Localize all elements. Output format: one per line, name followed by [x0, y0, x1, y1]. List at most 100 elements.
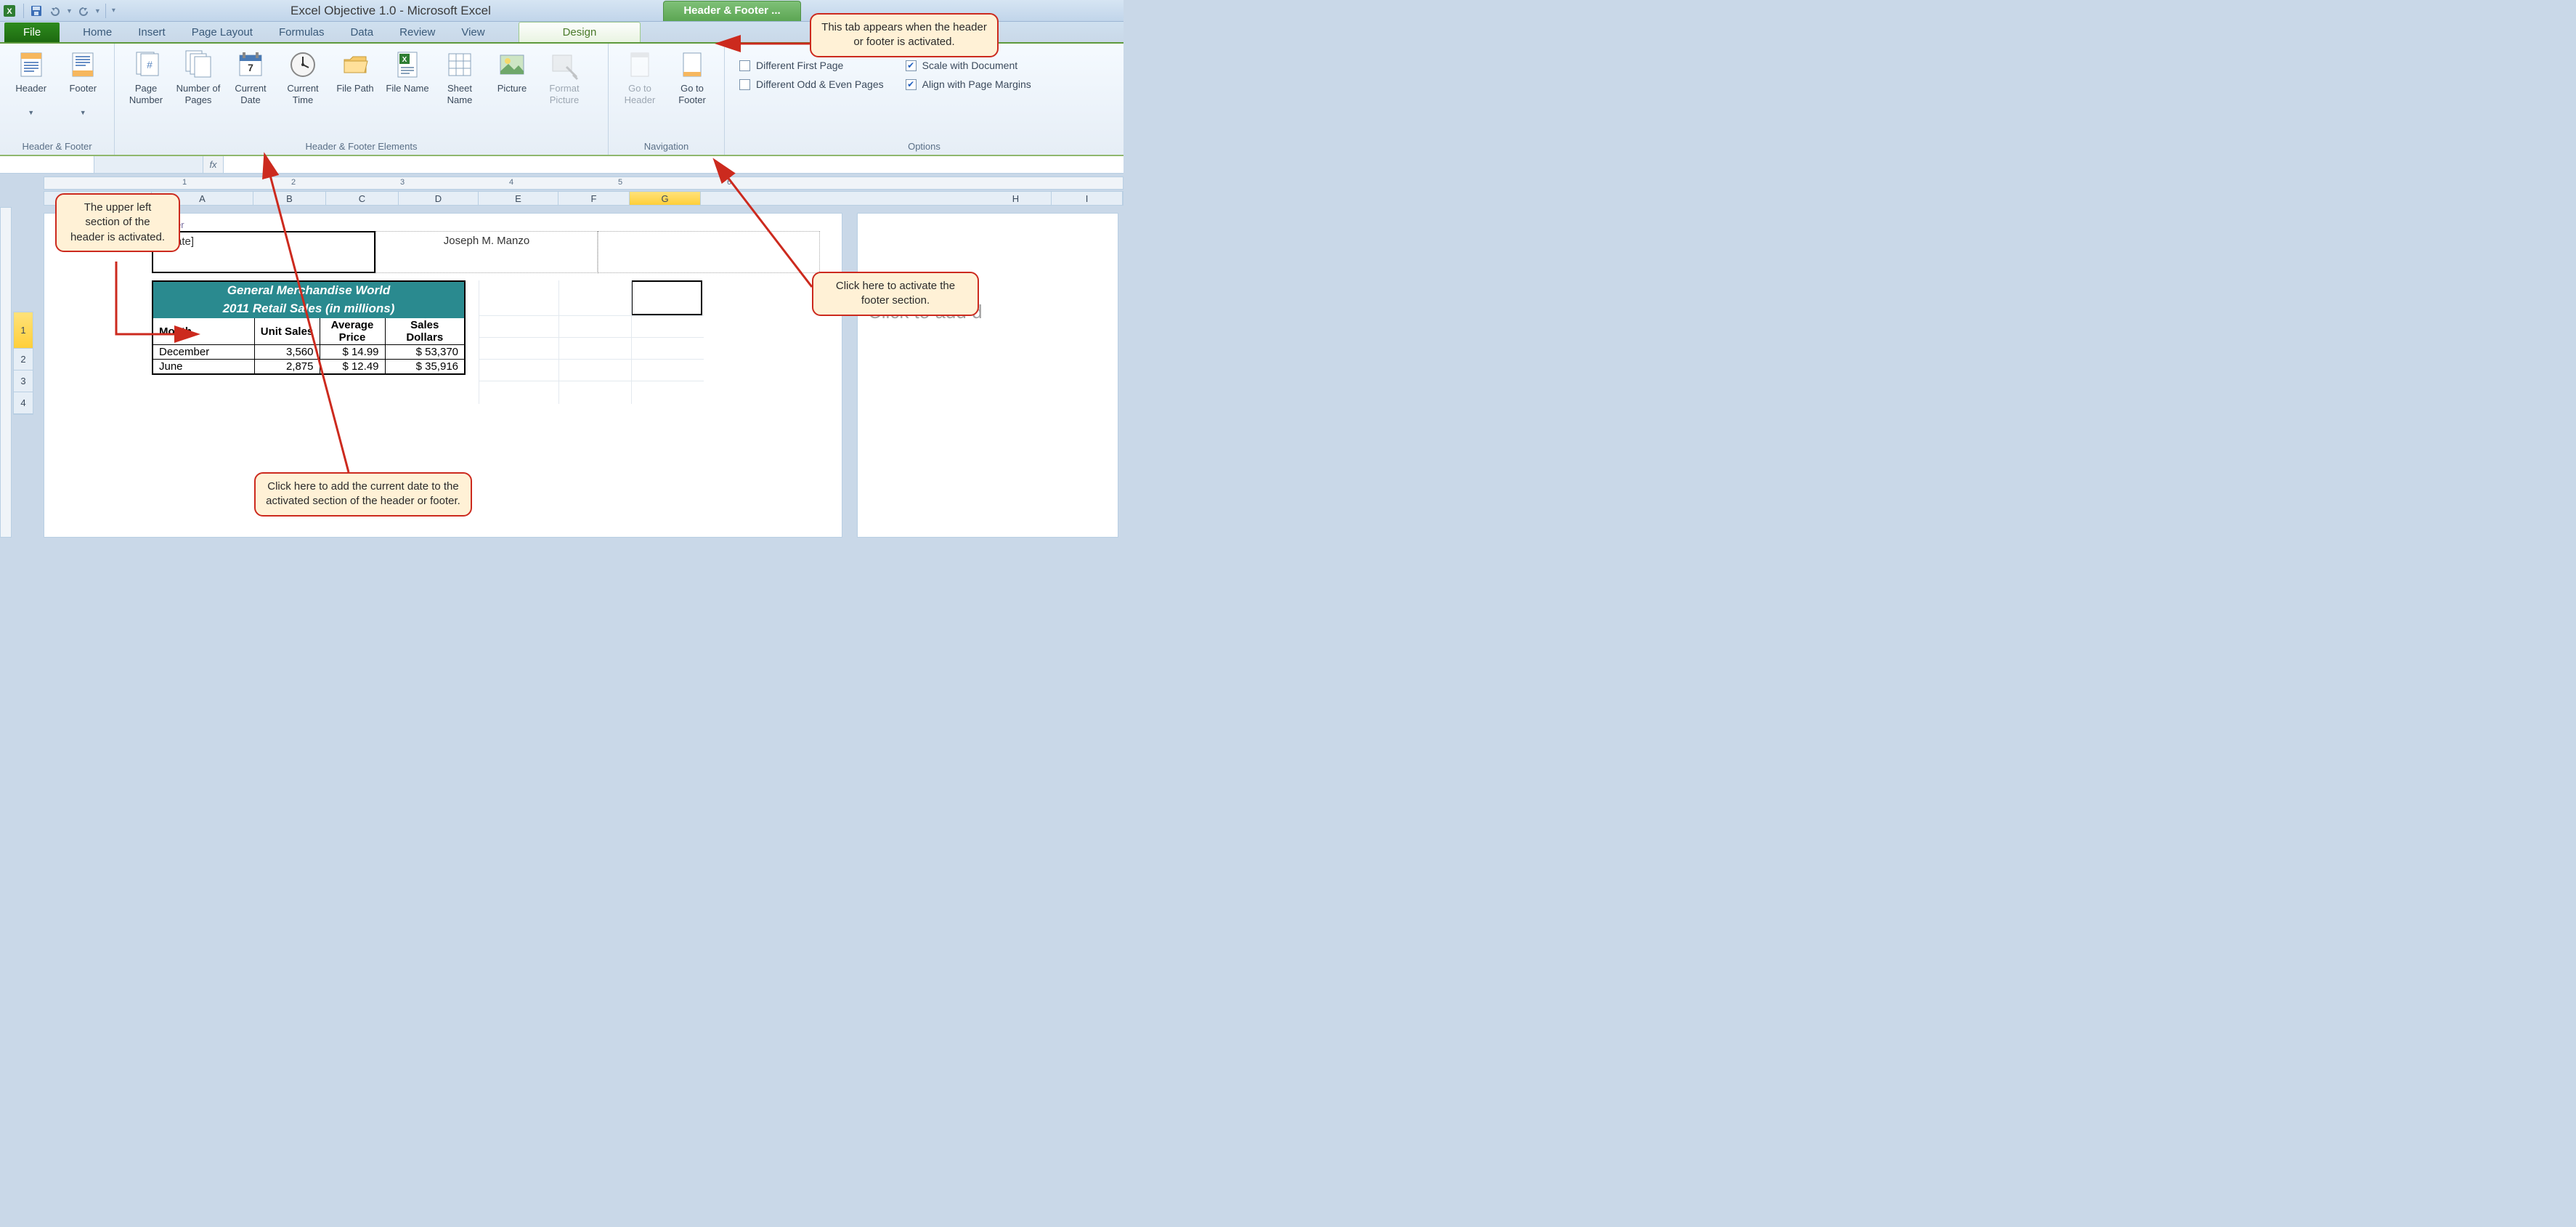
tab-review[interactable]: Review: [386, 23, 448, 42]
header-sections: &[Date] Joseph M. Manzo: [152, 231, 820, 273]
tab-data[interactable]: Data: [337, 23, 386, 42]
svg-text:#: #: [147, 59, 153, 70]
callout-footer-activate: Click here to activate the footer sectio…: [812, 272, 979, 316]
checkbox-icon: [739, 60, 750, 71]
row-headers: 1 2 3 4: [13, 312, 33, 415]
number-of-pages-icon: [183, 49, 214, 80]
file-tab[interactable]: File: [4, 23, 60, 42]
checkbox-icon: ✔: [906, 79, 917, 90]
group-options: Different First Page Different Odd & Eve…: [725, 44, 1124, 155]
tab-home[interactable]: Home: [70, 23, 125, 42]
svg-text:X: X: [402, 56, 407, 64]
name-box[interactable]: [0, 156, 94, 173]
header-left-section[interactable]: &[Date]: [152, 231, 375, 273]
svg-text:X: X: [7, 7, 12, 16]
group-header-footer: Header ▼ Footer ▼ Header & Footer: [0, 44, 115, 155]
callout-current-date: Click here to add the current date to th…: [254, 472, 472, 517]
col-header[interactable]: D: [399, 192, 479, 205]
picture-button[interactable]: Picture: [487, 48, 537, 108]
row-header[interactable]: 1: [14, 312, 33, 349]
group-label: Header & Footer Elements: [115, 139, 608, 155]
file-name-icon: X: [392, 49, 423, 80]
row-header[interactable]: 4: [14, 392, 33, 414]
callout-tab-appears: This tab appears when the header or foot…: [810, 13, 999, 57]
opt-different-first-page[interactable]: Different First Page: [739, 60, 884, 71]
save-button[interactable]: [28, 3, 45, 19]
formula-bar: fx: [0, 156, 1124, 174]
col-header[interactable]: C: [326, 192, 399, 205]
chevron-down-icon: ▼: [80, 109, 86, 116]
group-label: Header & Footer: [0, 139, 114, 155]
separator: [23, 4, 24, 18]
data-table: General Merchandise World 2011 Retail Sa…: [152, 280, 466, 375]
table-row: June 2,875 $ 12.49 $ 35,916: [153, 360, 465, 375]
group-elements: # Page Number Number of Pages 7 Current …: [115, 44, 609, 155]
sheet-name-button[interactable]: Sheet Name: [434, 48, 485, 108]
file-name-button[interactable]: X File Name: [382, 48, 433, 108]
page-number-button[interactable]: # Page Number: [121, 48, 171, 108]
contextual-tab-header: Header & Footer ...: [663, 1, 801, 21]
header-icon: [16, 49, 46, 80]
go-to-header-button: Go to Header: [614, 48, 665, 108]
col-header[interactable]: E: [479, 192, 558, 205]
table-row: December 3,560 $ 14.99 $ 53,370: [153, 345, 465, 360]
vertical-ruler: [0, 207, 12, 538]
tab-page-layout[interactable]: Page Layout: [179, 23, 266, 42]
tab-insert[interactable]: Insert: [125, 23, 179, 42]
fx-icon[interactable]: fx: [203, 156, 224, 173]
grid-cells[interactable]: [479, 280, 704, 404]
sheet-icon: [444, 49, 475, 80]
go-to-footer-button[interactable]: Go to Footer: [667, 48, 718, 108]
go-to-header-icon: [625, 49, 655, 80]
file-path-button[interactable]: File Path: [330, 48, 381, 108]
col-header[interactable]: I: [1052, 192, 1123, 205]
footer-button[interactable]: Footer ▼: [58, 48, 109, 116]
footer-icon: [68, 49, 98, 80]
go-to-footer-icon: [677, 49, 707, 80]
row-header[interactable]: 3: [14, 370, 33, 392]
page-number-icon: #: [131, 49, 161, 80]
excel-icon: X: [3, 4, 16, 17]
header-center-section[interactable]: Joseph M. Manzo: [375, 231, 598, 273]
col-header[interactable]: H: [980, 192, 1052, 205]
col-month: Month: [153, 318, 254, 345]
redo-button[interactable]: [75, 3, 92, 19]
folder-icon: [340, 49, 370, 80]
current-date-button[interactable]: 7 Current Date: [225, 48, 276, 108]
ribbon: Header ▼ Footer ▼ Header & Footer # Page…: [0, 44, 1124, 156]
tab-formulas[interactable]: Formulas: [266, 23, 338, 42]
clock-icon: [288, 49, 318, 80]
row-header[interactable]: 2: [14, 349, 33, 370]
current-time-button[interactable]: Current Time: [277, 48, 328, 108]
window-title: Excel Objective 1.0 - Microsoft Excel: [118, 4, 663, 18]
checkbox-icon: ✔: [906, 60, 917, 71]
undo-drop[interactable]: ▼: [66, 7, 73, 15]
separator: [105, 4, 106, 18]
tab-view[interactable]: View: [448, 23, 497, 42]
number-of-pages-button[interactable]: Number of Pages: [173, 48, 224, 108]
svg-text:7: 7: [248, 62, 253, 73]
picture-icon: [497, 49, 527, 80]
opt-align-page-margins[interactable]: ✔Align with Page Margins: [906, 78, 1031, 90]
col-header[interactable]: F: [558, 192, 630, 205]
opt-scale-with-document[interactable]: ✔Scale with Document: [906, 60, 1031, 71]
col-header[interactable]: G: [630, 192, 701, 205]
undo-button[interactable]: [46, 3, 64, 19]
formula-input[interactable]: [224, 156, 1124, 173]
horizontal-ruler: 1 2 3 4 5 6: [44, 177, 1124, 190]
redo-drop[interactable]: ▼: [94, 7, 101, 15]
opt-different-odd-even[interactable]: Different Odd & Even Pages: [739, 78, 884, 90]
header-right-section[interactable]: [598, 231, 820, 273]
header-button[interactable]: Header ▼: [6, 48, 57, 116]
tab-design[interactable]: Design: [519, 22, 641, 42]
table-title: General Merchandise World: [153, 281, 465, 300]
col-header[interactable]: B: [253, 192, 326, 205]
col-sales: Sales Dollars: [385, 318, 465, 345]
format-picture-button: Format Picture: [539, 48, 590, 108]
group-label: Navigation: [609, 139, 724, 155]
table-subtitle: 2011 Retail Sales (in millions): [153, 300, 465, 318]
qat-customize[interactable]: ▾: [112, 7, 115, 15]
calendar-icon: 7: [235, 49, 266, 80]
col-units: Unit Sales: [254, 318, 320, 345]
column-headers: A B C D E F G H I: [44, 191, 1124, 206]
